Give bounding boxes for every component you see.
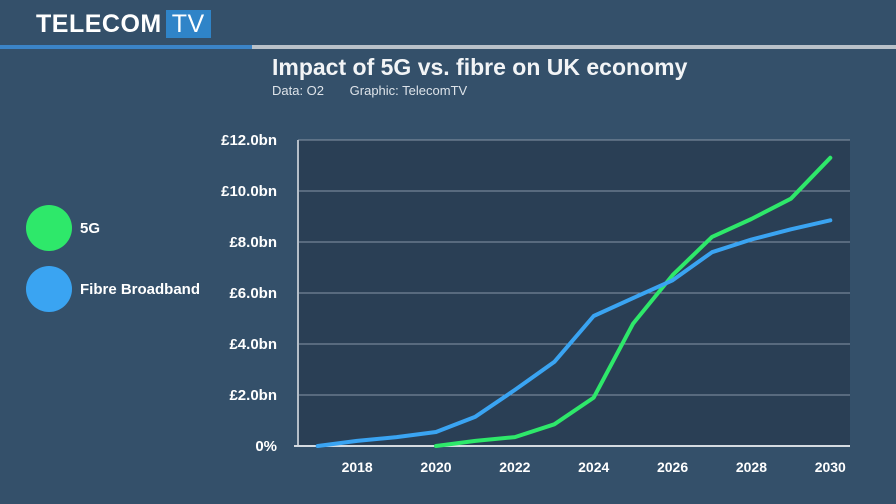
series-line-fibre: [315, 218, 833, 448]
x-tick-label: 2022: [499, 459, 530, 475]
x-tick-label: 2020: [420, 459, 451, 475]
y-tick-label: £8.0bn: [229, 234, 277, 251]
series-line-5g: [434, 155, 833, 448]
data-source: Data: O2: [272, 83, 325, 98]
legend-label-fibre: Fibre Broadband: [80, 280, 201, 298]
legend-label-5g: 5G: [80, 219, 101, 237]
legend-swatch-5g: [26, 205, 72, 251]
chart-credits: Data: O2 Graphic: TelecomTV: [272, 83, 467, 98]
x-tick-label: 2026: [657, 459, 688, 475]
y-tick-label: £4.0bn: [229, 336, 277, 353]
x-tick-label: 2018: [342, 459, 373, 475]
chart-title: Impact of 5G vs. fibre on UK economy: [272, 54, 688, 80]
y-tick-label: £10.0bn: [221, 183, 277, 200]
x-tick-label: 2024: [578, 459, 609, 475]
header-rule-accent: [0, 45, 252, 49]
legend-item-5g: 5G: [26, 205, 100, 251]
header-rule: [252, 45, 896, 49]
y-tick-label: £2.0bn: [229, 387, 277, 404]
y-tick-label: £6.0bn: [229, 285, 277, 302]
legend-item-fibre: Fibre Broadband: [26, 266, 200, 312]
x-tick-label: 2028: [736, 459, 767, 475]
logo-tv-badge: TV: [165, 10, 211, 38]
y-tick-label: 0%: [255, 438, 277, 455]
x-tick-label: 2030: [815, 459, 846, 475]
telecomtv-logo: TELECOM TV: [36, 10, 211, 38]
logo-wordmark: TELECOM: [36, 9, 162, 38]
y-tick-label: £12.0bn: [221, 132, 277, 149]
legend-swatch-fibre: [26, 266, 72, 312]
graphic-credit: Graphic: TelecomTV: [349, 83, 468, 98]
